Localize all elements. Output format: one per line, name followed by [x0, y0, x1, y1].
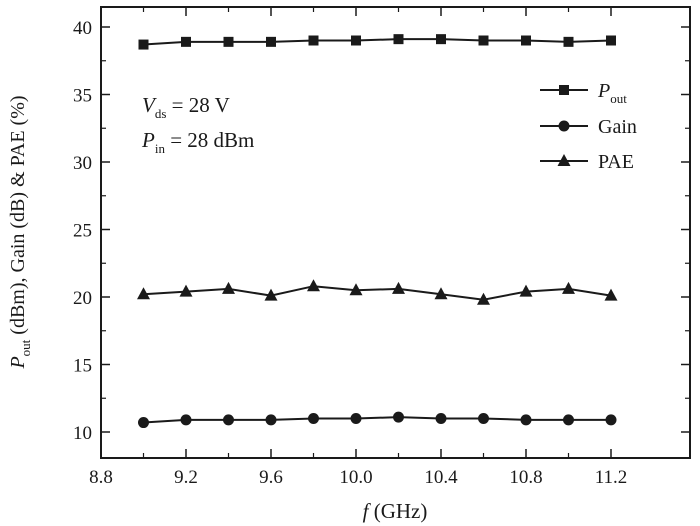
series-line-pae — [143, 285, 612, 301]
x-axis-label-rest: (GHz) — [368, 499, 427, 523]
data-point-gain — [478, 413, 489, 424]
data-point-pae — [392, 281, 405, 294]
legend: Pout Gain PAE — [540, 80, 637, 173]
annotation-vds: Vds = 28 V — [142, 93, 230, 121]
data-point-pae — [604, 288, 618, 301]
y-tick-label: 15 — [73, 356, 92, 377]
x-axis-label: f (GHz) — [363, 499, 428, 523]
legend-item-gain: Gain — [540, 116, 637, 138]
x-tick-label: 10.4 — [424, 467, 458, 488]
annotation-pin-sub: in — [155, 141, 166, 156]
x-axis-label-italic: f — [363, 499, 372, 523]
data-point-gain — [435, 413, 447, 424]
x-tick-label: 10.0 — [339, 467, 372, 488]
series-line-p-out — [143, 38, 612, 46]
data-point-gain — [520, 414, 532, 426]
data-point-gain — [223, 414, 234, 426]
annotation-pin: Pin = 28 dBm — [141, 128, 254, 156]
legend-label-pae: PAE — [598, 151, 634, 173]
annotation-vds-sub: ds — [155, 106, 167, 121]
data-point-p-out — [181, 36, 191, 47]
data-point-p-out — [138, 39, 149, 50]
legend-item-p-out: Pout — [540, 80, 627, 106]
x-tick-label: 9.6 — [259, 467, 283, 488]
data-point-gain — [605, 414, 617, 426]
annotation-pin-rest: = 28 dBm — [165, 128, 254, 152]
data-point-gain — [265, 414, 277, 426]
legend-label-gain: Gain — [598, 116, 637, 138]
data-point-gain — [308, 413, 319, 424]
axis-ticks: 8.8 9.2 9.6 10.0 10.4 10.8 11.2 10 15 20 25 30 35 40 — [73, 7, 690, 488]
data-point-p-out — [606, 35, 616, 46]
data-point-pae — [477, 292, 490, 305]
data-point-p-out — [351, 35, 361, 46]
data-point-pae — [137, 287, 150, 300]
series-gain — [138, 411, 617, 429]
series-p-out — [138, 34, 616, 50]
legend-marker-pae — [557, 154, 571, 166]
data-point-pae — [222, 281, 235, 294]
data-point-pae — [307, 279, 320, 292]
y-axis-label-p: P — [7, 356, 29, 369]
data-point-pae — [434, 287, 448, 300]
y-tick-label: 10 — [73, 423, 92, 444]
data-point-gain — [138, 417, 149, 429]
data-point-pae — [562, 281, 575, 294]
x-tick-label: 11.2 — [595, 467, 628, 488]
y-tick-label: 35 — [73, 86, 92, 107]
data-point-pae — [179, 284, 193, 297]
y-axis-label: Pout (dBm), Gain (dB) & PAE (%) — [7, 95, 33, 369]
y-axis-label-sub: out — [18, 339, 33, 356]
data-point-p-out — [393, 34, 404, 45]
data-point-gain — [563, 414, 574, 426]
data-point-gain — [180, 414, 192, 426]
series-line-gain — [143, 416, 611, 424]
y-axis-label-rest: (dBm), Gain (dB) & PAE (%) — [7, 95, 29, 339]
y-tick-label: 20 — [73, 288, 92, 309]
legend-marker-gain — [558, 120, 570, 132]
y-tick-label: 30 — [73, 153, 92, 174]
data-point-p-out — [478, 35, 489, 46]
x-tick-label: 8.8 — [89, 467, 113, 488]
data-point-p-out — [563, 36, 574, 47]
data-point-pae — [349, 283, 363, 296]
data-point-gain — [350, 413, 362, 424]
series-layer — [137, 34, 618, 429]
annotation-vds-rest: = 28 V — [166, 93, 229, 117]
data-point-pae — [264, 288, 278, 301]
y-tick-label: 25 — [73, 221, 92, 242]
svg-text:Pin = 28 dBm: Pin = 28 dBm — [141, 128, 254, 156]
y-tick-label: 40 — [73, 18, 92, 39]
x-tick-label: 10.8 — [509, 467, 542, 488]
annotation-vds-main: V — [142, 93, 157, 117]
data-point-p-out — [266, 36, 276, 47]
legend-item-pae: PAE — [540, 151, 634, 173]
data-point-pae — [519, 284, 533, 297]
legend-marker-p-out — [559, 85, 569, 95]
legend-label-p-out: Pout — [597, 80, 627, 106]
data-point-gain — [393, 411, 404, 423]
svg-text:Vds = 28 V: Vds = 28 V — [142, 93, 230, 121]
annotation-pin-main: P — [141, 128, 155, 152]
plot-frame — [100, 6, 691, 459]
data-point-p-out — [223, 36, 234, 47]
data-point-p-out — [436, 34, 446, 45]
data-point-p-out — [308, 35, 319, 46]
x-tick-label: 9.2 — [174, 467, 198, 488]
data-point-p-out — [521, 35, 531, 46]
series-pae — [137, 279, 618, 305]
